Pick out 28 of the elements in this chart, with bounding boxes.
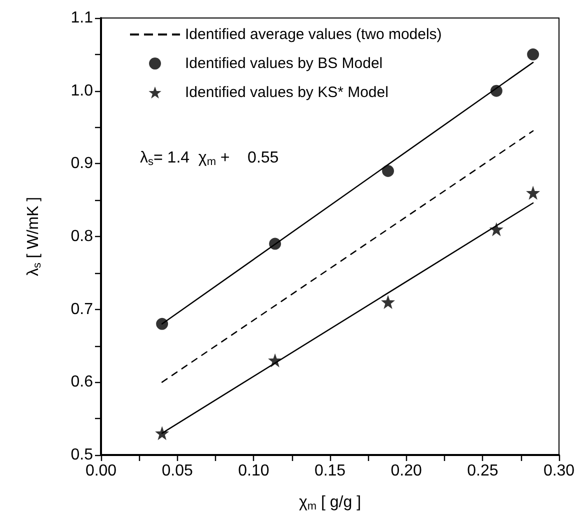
x-tick-label: 0.20 bbox=[390, 462, 422, 480]
point bbox=[155, 426, 170, 440]
point bbox=[382, 164, 394, 177]
legend-label: Identified values by BS Model bbox=[185, 55, 383, 72]
y-tick-label: 1.1 bbox=[70, 10, 94, 26]
y-tick-label: 0.9 bbox=[70, 155, 94, 172]
x-tick-label: 0.05 bbox=[162, 462, 194, 480]
y-tick-label: 0.6 bbox=[70, 374, 94, 391]
point bbox=[526, 186, 540, 200]
x-tick-label: 0.00 bbox=[85, 462, 117, 480]
x-tick-label: 0.10 bbox=[238, 462, 270, 480]
y-axis-title: λs [ W/mK ] bbox=[25, 196, 44, 276]
point bbox=[156, 318, 168, 330]
y-tick-label: 0.8 bbox=[70, 228, 94, 245]
x-tick-label: 0.15 bbox=[314, 462, 346, 480]
legend-label: Identified values by KS* Model bbox=[185, 84, 388, 101]
y-tick-label: 1.0 bbox=[70, 82, 94, 100]
point bbox=[269, 238, 282, 250]
x-tick-label: 0.30 bbox=[543, 462, 575, 480]
point bbox=[381, 295, 396, 310]
legend-label: Identified average values (two models) bbox=[185, 26, 442, 43]
x-tick-label: 0.25 bbox=[467, 462, 498, 480]
point bbox=[490, 84, 502, 97]
y-tick-label: 0.5 bbox=[70, 446, 94, 464]
point bbox=[527, 48, 540, 60]
y-tick-label: 0.7 bbox=[70, 300, 94, 318]
point bbox=[489, 222, 504, 236]
point bbox=[268, 353, 282, 368]
